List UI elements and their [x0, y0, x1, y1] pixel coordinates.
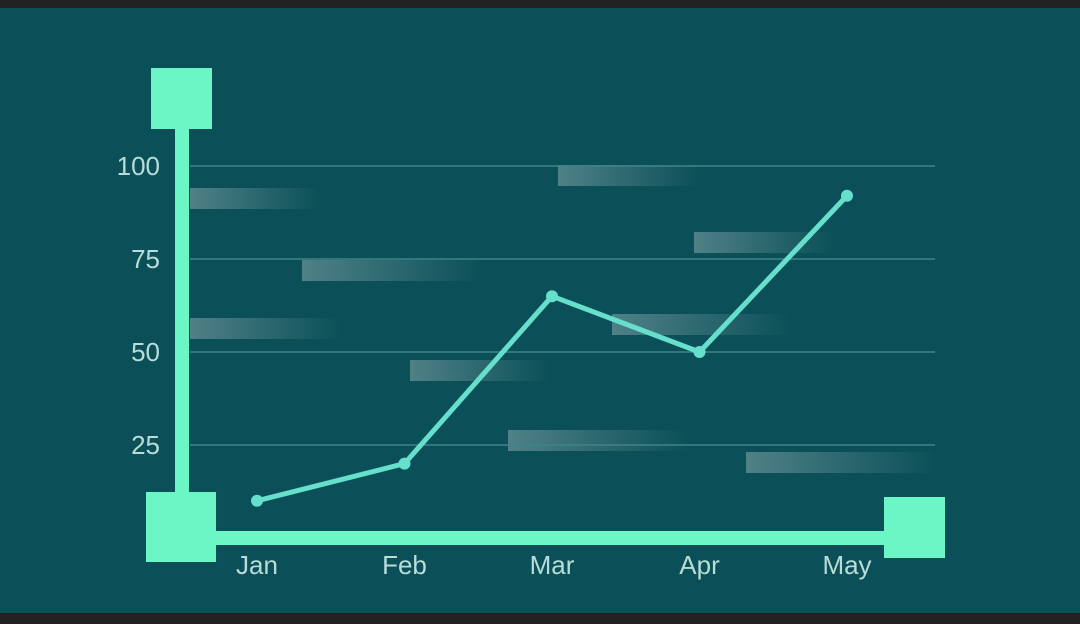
y-axis-end-cap [151, 68, 212, 129]
gridlines [190, 165, 935, 446]
x-tick-label: Mar [530, 550, 575, 580]
blur-bar [410, 360, 550, 381]
y-tick-label: 75 [131, 244, 160, 274]
chart-frame: 25 50 75 100 Jan Feb Mar Apr May [0, 8, 1080, 613]
blur-bar [612, 314, 792, 335]
y-tick-label: 50 [131, 337, 160, 367]
origin-cap [146, 492, 216, 562]
data-point [693, 346, 706, 358]
data-point [398, 457, 411, 470]
blur-bar [558, 165, 698, 186]
blur-bar [190, 188, 320, 209]
data-point [546, 290, 558, 303]
blur-bar [190, 318, 340, 339]
axes [146, 68, 945, 562]
y-tick-label: 100 [117, 151, 160, 181]
blur-bar [746, 452, 936, 473]
blur-bar [508, 430, 688, 451]
y-axis-ticks: 25 50 75 100 [117, 151, 160, 460]
line-chart: 25 50 75 100 Jan Feb Mar Apr May [0, 8, 1080, 613]
blur-bar [302, 260, 482, 281]
x-tick-label: Jan [236, 550, 278, 580]
data-point [251, 494, 263, 507]
x-axis-end-cap [884, 497, 945, 558]
series-group [251, 189, 853, 507]
x-tick-label: Feb [382, 550, 427, 580]
x-axis-ticks: Jan Feb Mar Apr May [236, 550, 872, 580]
x-tick-label: Apr [679, 550, 720, 580]
y-tick-label: 25 [131, 430, 160, 460]
decorative-blur-bars [190, 165, 936, 473]
x-tick-label: May [822, 550, 871, 580]
data-point [841, 189, 853, 202]
